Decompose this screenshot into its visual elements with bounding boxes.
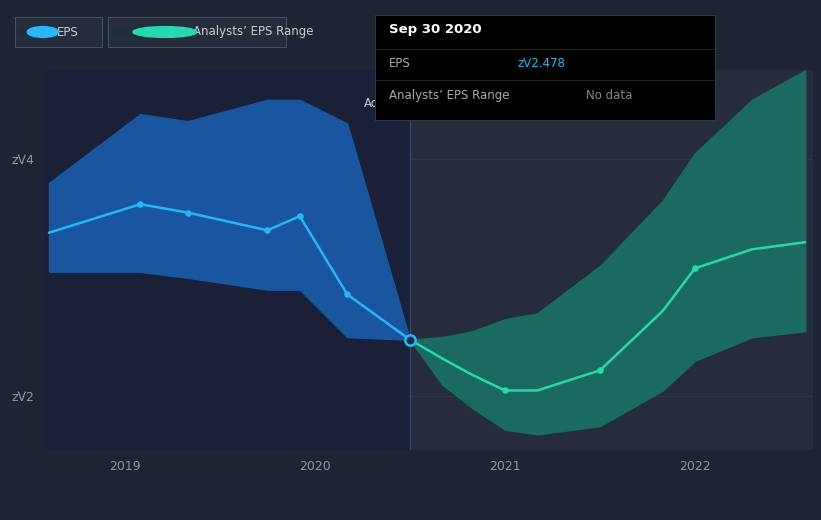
Text: zᐯ2.478: zᐯ2.478 <box>518 57 566 70</box>
Text: Analysts Forecasts: Analysts Forecasts <box>433 97 543 110</box>
Point <box>341 290 354 298</box>
Text: Actual: Actual <box>364 97 401 110</box>
Point <box>498 386 511 395</box>
Bar <box>45 70 410 450</box>
Point <box>261 226 274 235</box>
Text: EPS: EPS <box>388 57 410 70</box>
Circle shape <box>115 27 179 37</box>
Circle shape <box>19 27 50 37</box>
Text: Analysts’ EPS Range: Analysts’ EPS Range <box>388 88 509 101</box>
Text: Sep 30 2020: Sep 30 2020 <box>388 23 481 36</box>
Point <box>689 264 702 272</box>
Circle shape <box>27 27 58 37</box>
Point <box>293 212 306 220</box>
Text: Analysts’ EPS Range: Analysts’ EPS Range <box>194 25 314 38</box>
Point <box>181 209 195 217</box>
Point <box>403 335 416 344</box>
Text: No data: No data <box>586 88 632 101</box>
Point <box>594 366 607 374</box>
Circle shape <box>133 27 197 37</box>
Text: EPS: EPS <box>57 25 79 38</box>
Point <box>134 200 147 209</box>
